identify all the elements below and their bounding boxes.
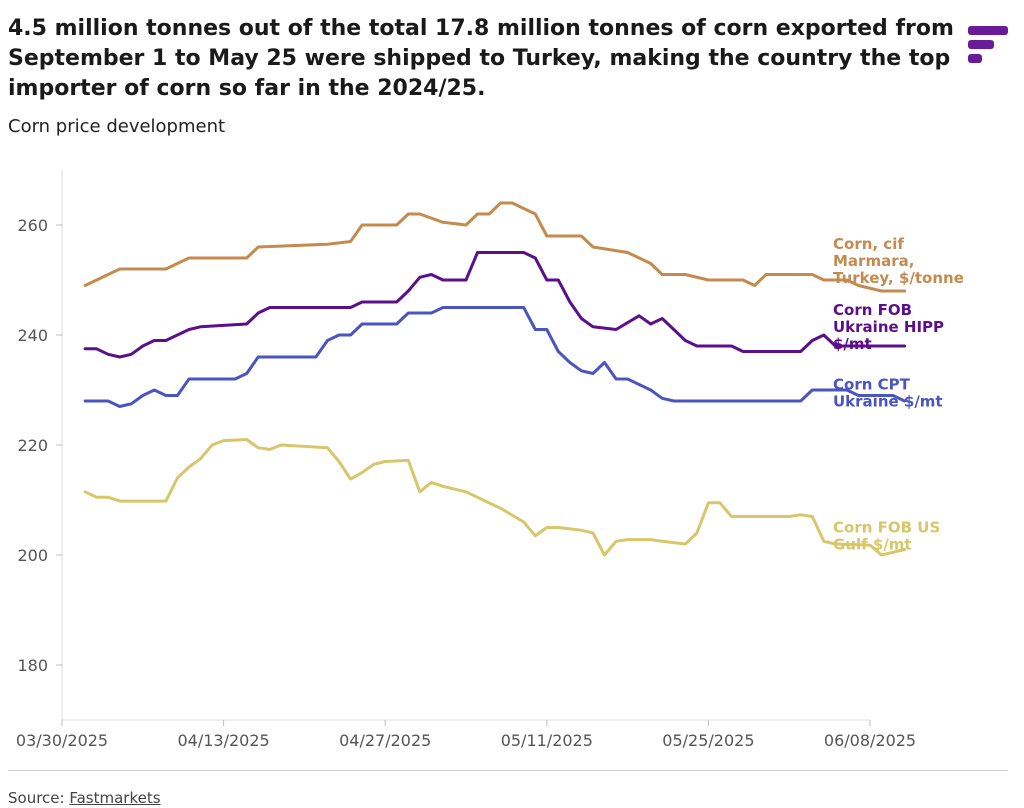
series-label-line: Corn, cif [833,235,904,253]
x-tick-label: 04/13/2025 [177,731,269,750]
series-label-line: Corn FOB US [833,518,940,536]
line-chart: 180 200 220 240 260 03/30/2025 04/13/2025 04/27… [16,170,964,750]
source-note: Source: Fastmarkets [8,789,161,807]
fastmarkets-logo-icon [968,26,1008,63]
series-label-line: Marmara, [833,252,914,270]
series-label-line: Ukraine $/mt [833,392,943,410]
grid-layer: 180 200 220 240 260 03/30/2025 04/13/2025 04/27… [16,170,916,750]
footer-divider [8,770,1008,771]
series-label-line: Ukraine HIPP [833,318,944,336]
lines-layer [83,201,907,557]
x-tick-label: 05/25/2025 [662,731,754,750]
series-label-line: Corn CPT [833,375,911,393]
series-line [83,201,907,293]
series-line [83,306,907,408]
labels-layer: Corn, cif Marmara, Turkey, $/tonne Corn FOB… [833,235,964,554]
chart-subtitle: Corn price development [8,116,226,137]
series-label: Corn FOB Ukraine HIPP $/mt [833,301,944,353]
series-label: Corn CPT Ukraine $/mt [833,375,943,410]
x-tick-label: 05/11/2025 [501,731,593,750]
source-link[interactable]: Fastmarkets [69,789,161,807]
x-tick-label: 04/27/2025 [339,731,431,750]
y-tick-label: 200 [17,546,48,565]
series-label: Corn, cif Marmara, Turkey, $/tonne [833,235,964,287]
series-label-line: $/mt [833,335,872,353]
source-prefix: Source: [8,789,70,807]
chart-title: 4.5 million tonnes out of the total 17.8… [8,16,954,101]
x-tick-label: 06/08/2025 [824,731,916,750]
series-line [83,438,907,557]
series-label-line: Corn FOB [833,301,912,319]
y-tick-label: 220 [17,436,48,455]
series-label-line: Gulf $/mt [833,535,912,553]
x-tick-label: 03/30/2025 [16,731,108,750]
series-label-line: Turkey, $/tonne [833,269,964,287]
y-tick-label: 180 [17,656,48,675]
series-line [83,251,907,359]
y-tick-label: 260 [17,216,48,235]
y-tick-label: 240 [17,326,48,345]
series-label: Corn FOB US Gulf $/mt [833,518,940,553]
